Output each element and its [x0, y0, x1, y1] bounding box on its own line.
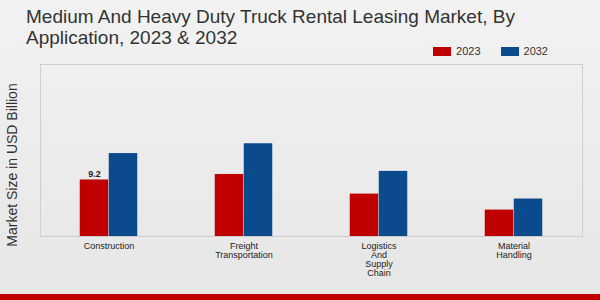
html-text:Market Size in USD Billion: Market Size in USD Billion — [4, 83, 20, 247]
svg-text:FreightTransportation: FreightTransportation — [215, 241, 273, 260]
svg-text:LogisticsAndSupplyChain: LogisticsAndSupplyChain — [361, 241, 397, 278]
svg-text:Construction: Construction — [84, 241, 135, 251]
html-text:2023: 2023 — [456, 45, 481, 57]
html-text:2032: 2032 — [523, 45, 548, 57]
svg-text:MaterialHandling: MaterialHandling — [496, 241, 532, 260]
html-text:Medium And Heavy Duty Truck Re: Medium And Heavy Duty Truck Rental Leasi… — [26, 6, 515, 48]
svg-text:9.2: 9.2 — [88, 169, 101, 179]
